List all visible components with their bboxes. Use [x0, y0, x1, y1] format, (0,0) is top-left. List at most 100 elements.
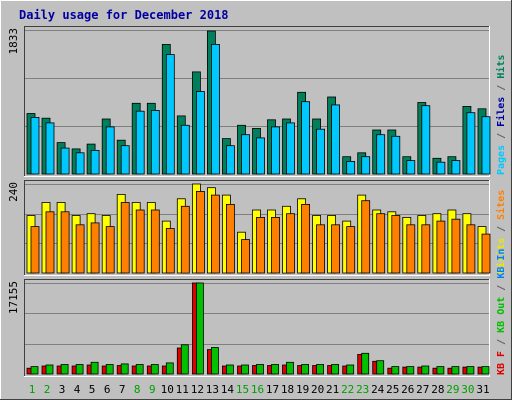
- day-label: 17: [266, 383, 279, 396]
- bottom-bar-kb-out-day-31: [481, 366, 490, 375]
- top-bar-pages-day-20: [316, 128, 326, 175]
- legend-entry: Sites: [495, 190, 507, 220]
- top-bar-pages-day-2: [45, 122, 55, 175]
- legend-entry: Hits: [495, 55, 507, 79]
- bottom-bar-kb-out-day-22: [346, 364, 355, 375]
- top-bar-pages-day-26: [406, 160, 416, 175]
- middle-bar-sites-day-13: [210, 194, 220, 274]
- day-label: 27: [416, 383, 429, 396]
- bottom-bar-kb-out-day-27: [421, 365, 430, 375]
- day-label: 28: [431, 383, 444, 396]
- day-label: 10: [161, 383, 174, 396]
- middle-bar-sites-day-20: [316, 224, 326, 274]
- bottom-bar-kb-out-day-6: [105, 364, 114, 375]
- day-label: 9: [149, 383, 156, 396]
- middle-bar-sites-day-10: [165, 228, 175, 274]
- top-bar-pages-day-23: [361, 156, 371, 175]
- middle-bar-sites-day-30: [466, 224, 476, 274]
- day-label: 3: [59, 383, 66, 396]
- middle-bar-sites-day-16: [256, 216, 265, 274]
- middle-bar-sites-day-8: [135, 209, 145, 274]
- legend-entry: Files: [495, 97, 507, 127]
- middle-bar-sites-day-9: [150, 209, 160, 274]
- middle-bar-sites-day-31: [481, 233, 491, 274]
- bottom-bar-kb-out-day-8: [135, 364, 144, 375]
- bottom-bar-kb-out-day-17: [271, 364, 279, 375]
- middle-bar-sites-day-25: [391, 215, 401, 274]
- day-label: 21: [326, 383, 339, 396]
- middle-bar-sites-day-28: [436, 220, 446, 274]
- middle-bar-sites-day-29: [451, 218, 461, 274]
- top-bar-pages-day-21: [331, 104, 341, 175]
- top-bar-pages-day-5: [90, 149, 100, 175]
- bottom-bar-kb-out-day-13: [210, 347, 219, 375]
- middle-bar-sites-day-22: [346, 226, 356, 274]
- legend-entry: /: [496, 279, 507, 297]
- top-bar-pages-day-29: [451, 160, 461, 175]
- day-label: 1: [29, 383, 36, 396]
- legend-entry: KB In: [496, 249, 507, 279]
- bottom-bar-kb-out-day-23: [361, 352, 370, 375]
- middle-bar-sites-day-27: [421, 224, 431, 274]
- middle-bar-sites-day-12: [195, 190, 205, 274]
- bottom-bar-kb-out-day-30: [466, 366, 475, 375]
- middle-bar-sites-day-4: [75, 224, 85, 274]
- bottom-bar-kb-out-day-1: [30, 366, 39, 375]
- day-label: 30: [461, 383, 474, 396]
- bottom-bar-kb-out-day-12: [195, 282, 204, 375]
- middle-bar-sites-day-17: [271, 216, 280, 274]
- day-label: 24: [371, 383, 385, 396]
- bottom-bar-kb-out-day-4: [75, 364, 84, 375]
- day-label: 31: [476, 383, 489, 396]
- top-bar-pages-day-25: [391, 135, 401, 175]
- day-label: 26: [401, 383, 414, 396]
- day-label: 29: [446, 383, 459, 396]
- middle-bar-sites-day-23: [361, 200, 371, 274]
- day-label: 7: [119, 383, 126, 396]
- bottom-bar-kb-out-day-28: [436, 366, 445, 375]
- day-label: 2: [44, 383, 51, 396]
- bottom-bar-kb-out-day-29: [451, 366, 460, 375]
- day-label: 15: [236, 383, 249, 396]
- legend-entry: /: [496, 333, 507, 351]
- top-bar-pages-day-19: [301, 101, 311, 175]
- bottom-bar-kb-out-day-11: [180, 344, 189, 375]
- bottom-bar-kb-out-day-5: [90, 361, 99, 375]
- middle-bar-sites-day-1: [30, 226, 40, 274]
- bottom-bar-kb-out-day-20: [316, 364, 325, 375]
- bottom-bar-kb-out-day-9: [150, 364, 159, 375]
- legend-entry: /: [496, 220, 507, 238]
- legend-entry: /: [496, 127, 507, 145]
- middle-bar-sites-day-21: [331, 224, 341, 274]
- top-bar-pages-day-22: [346, 160, 356, 175]
- top-bar-pages-day-27: [421, 105, 431, 175]
- top-bar-pages-day-30: [466, 112, 476, 175]
- bottom-bar-kb-out-day-7: [120, 363, 129, 375]
- bottom-bar-kb-out-day-19: [301, 364, 310, 375]
- day-label: 4: [74, 383, 81, 396]
- middle-legend: Visits / Sites: [495, 190, 507, 274]
- bottom-bar-kb-out-day-14: [225, 364, 234, 375]
- top-bar-pages-day-18: [286, 122, 295, 175]
- day-label: 11: [176, 383, 189, 396]
- top-bar-pages-day-10: [165, 54, 175, 175]
- bottom-legend: KB F / KB Out / KB In: [496, 249, 507, 375]
- top-bar-pages-day-28: [436, 161, 446, 175]
- day-label: 8: [134, 383, 141, 396]
- day-label: 23: [356, 383, 369, 396]
- bottom-bar-kb-out-day-18: [286, 361, 294, 375]
- middle-bar-sites-day-26: [406, 224, 416, 274]
- middle-bar-sites-day-5: [90, 222, 100, 274]
- top-bar-pages-day-1: [30, 117, 40, 175]
- chart-title: Daily usage for December 2018: [19, 8, 229, 22]
- top-panel: 1833 Pages / Files / Hits: [7, 26, 507, 177]
- bottom-bar-kb-out-day-10: [165, 362, 174, 375]
- legend-entry: Pages: [496, 145, 507, 175]
- bottom-bar-kb-out-day-16: [256, 364, 264, 375]
- middle-bar-sites-day-6: [105, 226, 115, 274]
- day-label: 12: [191, 383, 204, 396]
- top-bar-pages-day-8: [135, 110, 145, 175]
- top-bar-pages-day-31: [481, 116, 491, 175]
- top-legend: Pages / Files / Hits: [495, 55, 507, 175]
- middle-bar-sites-day-3: [60, 211, 70, 274]
